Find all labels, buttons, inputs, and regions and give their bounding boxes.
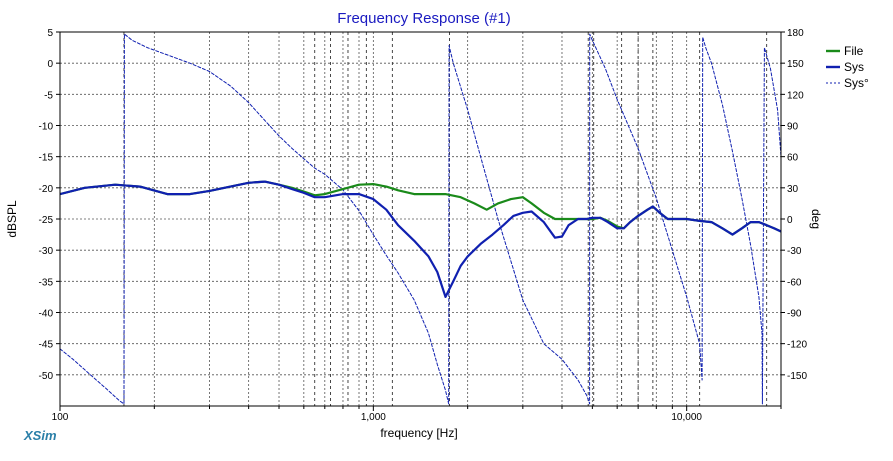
y-tick-label: -30 bbox=[39, 246, 54, 257]
x-tick-label: 10,000 bbox=[671, 412, 702, 423]
y-axis-label: dBSPL bbox=[5, 200, 19, 238]
y2-tick-label: -150 bbox=[787, 371, 807, 382]
y-tick-label: -5 bbox=[44, 90, 53, 101]
y-tick-label: 5 bbox=[47, 28, 53, 39]
y2-tick-label: 120 bbox=[787, 90, 804, 101]
legend-label: Sys° bbox=[844, 76, 869, 90]
xsim-watermark: XSim bbox=[23, 428, 57, 443]
legend: File Sys Sys° bbox=[826, 44, 869, 90]
y-tick-label: -10 bbox=[39, 122, 54, 133]
y2-axis-label: deg bbox=[809, 209, 823, 229]
y2-tick-label: -30 bbox=[787, 246, 802, 257]
y2-tick-label: -90 bbox=[787, 309, 802, 320]
y2-tick-label: 30 bbox=[787, 184, 799, 195]
y2-tick-label: -120 bbox=[787, 340, 807, 351]
x-axis-label: frequency [Hz] bbox=[380, 426, 457, 440]
legend-label: File bbox=[844, 44, 864, 58]
y-tick-label: -45 bbox=[39, 340, 54, 351]
y-tick-label: -20 bbox=[39, 184, 54, 195]
y-tick-label: -40 bbox=[39, 309, 54, 320]
y-tick-label: -50 bbox=[39, 371, 54, 382]
y-tick-label: -25 bbox=[39, 215, 54, 226]
y-tick-label: -35 bbox=[39, 277, 54, 288]
series-layer bbox=[60, 33, 781, 405]
y-tick-label: 0 bbox=[47, 59, 53, 70]
y-tick-label: -15 bbox=[39, 153, 54, 164]
y2-tick-label: 150 bbox=[787, 59, 804, 70]
y2-tick-label: 90 bbox=[787, 122, 799, 133]
y2-tick-label: 60 bbox=[787, 153, 799, 164]
x-tick-label: 100 bbox=[52, 412, 69, 423]
chart-title: Frequency Response (#1) bbox=[337, 10, 510, 27]
y2-tick-label: 180 bbox=[787, 28, 804, 39]
y2-tick-label: -60 bbox=[787, 277, 802, 288]
axes: 5 0 -5 -10 -15 -20 -25 -30 -35 -40 -45 -50 180 150 120… bbox=[39, 28, 808, 423]
series-line-sys bbox=[60, 180, 781, 298]
y2-tick-label: 0 bbox=[787, 215, 793, 226]
legend-label: Sys bbox=[844, 60, 864, 74]
x-tick-label: 1,000 bbox=[361, 412, 386, 423]
